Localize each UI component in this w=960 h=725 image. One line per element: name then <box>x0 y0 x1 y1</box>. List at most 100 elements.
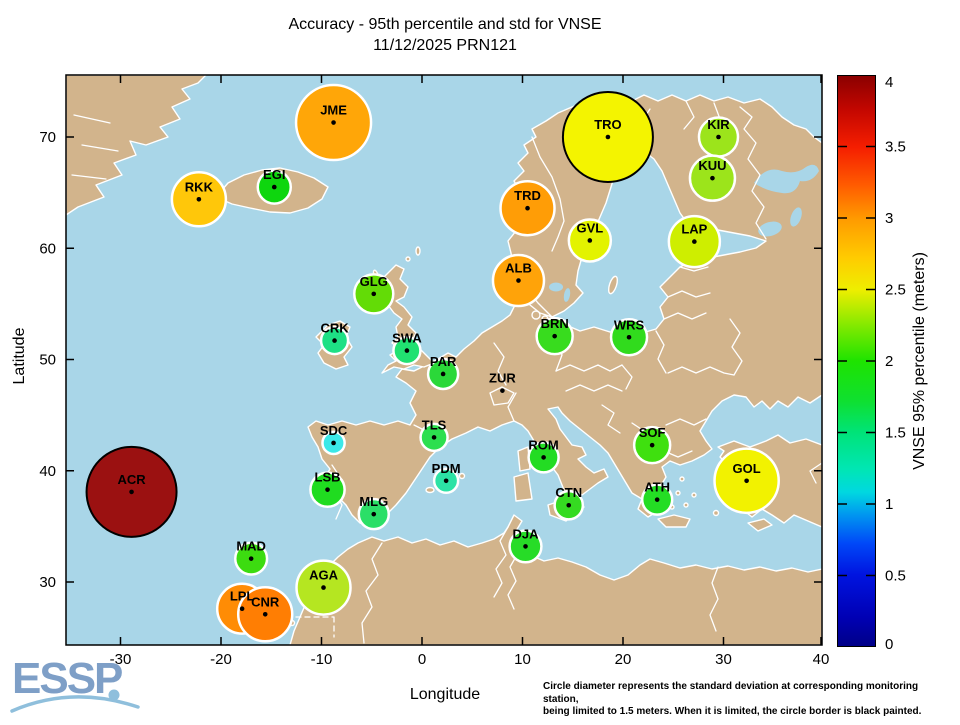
station-label-WRS: WRS <box>614 317 645 332</box>
station-dot-CRK <box>332 338 337 343</box>
station-label-CTN: CTN <box>555 485 582 500</box>
station-dot-MLG <box>371 511 377 517</box>
y-tick-label-70: 70 <box>39 129 56 146</box>
island-gotland <box>607 275 619 295</box>
station-dot-SWA <box>404 348 410 353</box>
station-dot-AGA <box>321 585 326 590</box>
essp-logo: ESSP <box>10 645 150 720</box>
station-dot-SDC <box>331 440 336 446</box>
station-label-AGA: AGA <box>309 568 339 583</box>
station-label-GVL: GVL <box>576 220 603 235</box>
station-label-GOL: GOL <box>733 461 761 476</box>
station-label-CNR: CNR <box>251 594 280 609</box>
footnote: Circle diameter represents the standard … <box>543 681 922 717</box>
island-zealand <box>531 310 541 320</box>
plot-title: Accuracy - 95th percentile and std for V… <box>0 14 890 56</box>
colorbar <box>837 75 876 647</box>
station-dot-SOF <box>649 442 655 448</box>
colorbar-axis-label: VNSE 95% percentile (meters) <box>903 75 937 647</box>
station-dot-KIR <box>716 134 721 140</box>
station-label-MLG: MLG <box>359 494 388 509</box>
station-label-TRO: TRO <box>594 117 621 132</box>
station-dot-GVL <box>587 238 593 243</box>
station-label-TLS: TLS <box>422 417 447 432</box>
station-label-MAD: MAD <box>236 539 266 554</box>
y-tick-label-50: 50 <box>39 352 56 369</box>
plot-title-line1: Accuracy - 95th percentile and std for V… <box>288 16 602 33</box>
island-sardinia <box>513 472 533 502</box>
station-dot-ATH <box>654 497 660 502</box>
station-dot-LPL <box>239 606 245 611</box>
station-dot-DJA <box>523 544 528 549</box>
x-axis-label: Longitude <box>409 686 481 703</box>
island-cyprus <box>747 518 773 532</box>
station-label-SDC: SDC <box>320 423 348 438</box>
x-tick-label-40: 40 <box>813 651 830 668</box>
station-dot-RKK <box>196 197 202 202</box>
island-aegean-5 <box>679 476 685 482</box>
europe-map: JME TRO KIR KUU EGI RKK TRD GVL LAP ALB GLG BRN WRS C… <box>66 75 822 645</box>
cb-tick-label-1: 1 <box>885 496 893 513</box>
station-label-TRD: TRD <box>514 188 541 203</box>
station-dot-ALB <box>516 278 521 283</box>
island-aegean-1 <box>675 490 681 496</box>
x-tick-label--10: -10 <box>311 651 333 668</box>
essp-logo-swoosh <box>10 695 140 713</box>
cb-tick-label-2: 2 <box>885 353 893 370</box>
station-dot-MAD <box>248 556 254 561</box>
station-dot-ROM <box>541 455 546 460</box>
station-label-LSB: LSB <box>315 470 341 485</box>
station-dot-KUU <box>710 175 715 181</box>
station-label-BRN: BRN <box>541 316 569 331</box>
station-label-KIR: KIR <box>707 117 730 132</box>
y-axis-label: Latitude <box>11 327 28 385</box>
station-dot-ACR <box>129 489 134 495</box>
station-dot-LSB <box>325 487 330 492</box>
station-dot-JME <box>331 120 336 125</box>
station-label-PAR: PAR <box>430 354 457 369</box>
y-tick-label-40: 40 <box>39 463 56 480</box>
island-shetland <box>415 246 421 256</box>
cb-tick-label-0: 0 <box>885 636 893 653</box>
essp-logo-dot <box>108 689 120 701</box>
station-dot-BRN <box>552 333 557 339</box>
station-dot-TLS <box>431 435 437 440</box>
station-label-JME: JME <box>320 103 347 118</box>
station-label-CRK: CRK <box>320 321 349 336</box>
station-label-ROM: ROM <box>528 437 558 452</box>
island-aegean-4 <box>691 492 697 498</box>
x-tick-label-20: 20 <box>615 651 632 668</box>
station-dot-TRO <box>605 134 611 140</box>
plot-title-line2: 11/12/2025 PRN121 <box>373 37 517 54</box>
island-ibiza <box>425 486 435 494</box>
station-dot-CTN <box>566 502 572 508</box>
station-dot-TRD <box>525 205 530 211</box>
station-label-GLG: GLG <box>360 274 388 289</box>
y-tick-label-60: 60 <box>39 240 56 257</box>
island-rhodes <box>712 509 720 517</box>
station-label-ZUR: ZUR <box>489 371 516 386</box>
essp-logo-text: ESSP <box>12 654 122 703</box>
station-label-ACR: ACR <box>117 472 146 487</box>
station-label-ATH: ATH <box>644 480 670 495</box>
station-dot-EGI <box>271 184 277 190</box>
station-label-ALB: ALB <box>505 261 532 276</box>
lake-vanern <box>549 282 563 292</box>
station-dot-GLG <box>371 291 377 297</box>
x-tick-label-10: 10 <box>514 651 531 668</box>
station-dot-WRS <box>626 334 632 340</box>
map-plot-area: JME TRO KIR KUU EGI RKK TRD GVL LAP ALB GLG BRN WRS C… <box>66 75 822 645</box>
station-label-DJA: DJA <box>513 526 540 541</box>
station-dot-PAR <box>440 371 446 377</box>
station-label-SWA: SWA <box>392 331 422 346</box>
station-label-LAP: LAP <box>681 222 707 237</box>
colorbar-axis-label-text: VNSE 95% percentile (meters) <box>911 252 928 470</box>
station-label-KUU: KUU <box>698 158 726 173</box>
x-tick-label--20: -20 <box>210 651 232 668</box>
cb-tick-label-4: 4 <box>885 74 893 91</box>
station-dot-GOL <box>744 478 749 484</box>
essp-logo-graphic: ESSP <box>10 654 140 713</box>
cb-tick-label-3: 3 <box>885 210 893 227</box>
station-dot-LAP <box>692 239 697 244</box>
